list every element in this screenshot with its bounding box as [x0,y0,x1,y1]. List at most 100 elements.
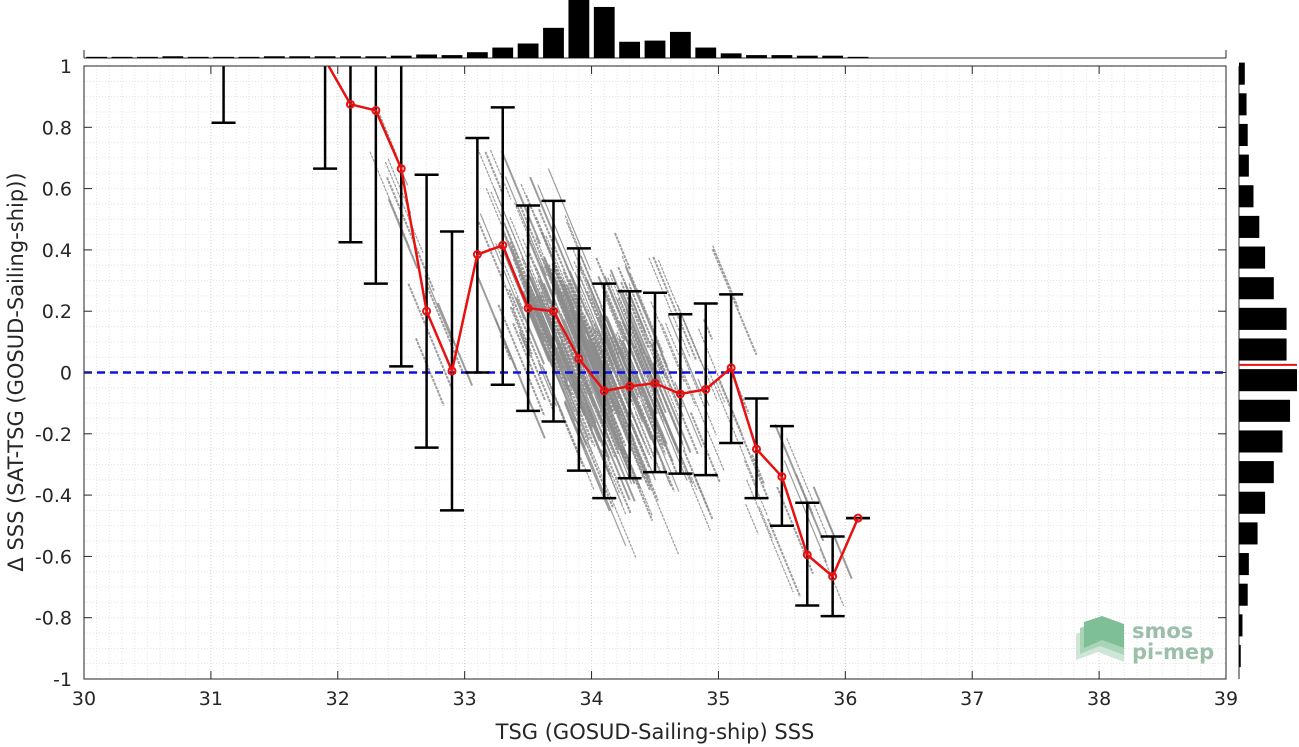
mean-marker [828,571,838,581]
scatter-streak [648,257,691,358]
scatter-streak [568,270,597,335]
scatter-streak [574,271,614,365]
top-histogram-bar [137,56,158,58]
scatter-streak [652,256,697,361]
right-histogram-bar [1239,307,1287,330]
scatter-streak [681,352,717,436]
mean-marker [802,550,812,560]
top-histogram-bar [86,56,108,58]
scatter-streak [702,319,714,340]
scatter-streak [667,315,703,397]
scatter-streak [596,381,625,446]
right-histogram-bar [1239,93,1247,116]
scatter-streak [535,237,577,335]
scatter-streak [526,234,558,307]
scatter-streak [553,264,598,370]
scatter-streak [751,454,766,485]
scatter-streak [545,235,575,304]
scatter-streak [634,371,645,394]
y-axis-title: Δ SSS (SAT-TSG (GOSUD-Sailing-ship)) [4,172,28,571]
right-histogram-bar [1239,338,1287,361]
right-histogram-bar [1239,62,1245,85]
top-histogram-bar [238,56,260,58]
scatter-streak [528,302,576,413]
scatter-streak [624,265,668,367]
y-tick-label: -0.4 [35,485,72,507]
y-tick-label: 0.6 [42,179,72,201]
mean-marker [650,378,660,388]
mean-marker [777,472,787,482]
scatter-streak [578,262,605,322]
scatter-streak [605,369,620,400]
y-tick-label: 0.2 [42,301,72,323]
scatter-streak [597,341,649,461]
top-histogram-bar [771,55,793,58]
scatter-streak [554,276,575,323]
logo-mark-icon [1076,616,1124,662]
top-histogram-bar [162,56,184,58]
x-axis-title: TSG (GOSUD-Sailing-ship) SSS [495,720,815,744]
y-tick-label: 0.8 [42,117,72,139]
scatter-streak [537,184,575,272]
scatter-streak [547,268,597,385]
scatter-streak [528,284,574,389]
scatter-streak [629,272,664,353]
scatter-streak [618,338,665,447]
right-histogram-bar [1239,277,1274,300]
mean-marker [701,384,711,394]
scatter-streak [635,397,655,439]
scatter-streak [626,377,667,472]
right-histogram-bar [1239,399,1291,422]
scatter-streak [649,410,678,474]
scatter-streak [562,293,598,374]
scatter-streak [541,364,561,409]
scatter-streak [597,275,626,341]
scatter-streak [584,441,614,508]
right-histogram-bar [1239,644,1241,668]
y-tick-label: 0 [60,363,72,385]
scatter-streak [583,314,600,350]
right-histogram-bar [1239,553,1249,576]
scatter-streak [592,345,610,384]
scatter-streak [424,275,454,343]
mean-marker [447,366,457,376]
right-histogram-bar [1239,614,1243,637]
top-histogram-bar [796,55,818,58]
y-tick-label: -0.2 [35,424,72,446]
mean-marker [523,303,533,313]
y-tick-label: -0.6 [35,546,72,568]
logo-text-pi-mep: pi-mep [1132,640,1214,664]
scatter-streak [711,248,758,356]
scatter-streak [653,375,684,444]
scatter-streak [563,401,611,512]
scatter-streak [648,381,677,446]
mean-marker [574,354,584,364]
mean-marker [625,381,635,391]
scatter-streak [500,150,542,245]
x-tick-label: 33 [453,688,477,710]
scatter-streak [825,515,838,545]
mean-marker [752,444,762,454]
top-histogram-bar [365,56,387,58]
top-histogram-bar [822,55,844,58]
top-histogram-bar [669,31,691,58]
right-histogram-bar [1239,369,1297,392]
scatter-streak [602,291,639,377]
scatter-streak [664,322,680,356]
scatter-streak [629,286,673,389]
scatter-streak [615,298,656,393]
scatter-streak [662,466,672,487]
scatter-streak [566,221,602,305]
top-histogram [83,0,1227,59]
scatter-streak [387,198,419,269]
scatter-streak [477,221,516,309]
scatter-streak [610,336,621,356]
mean-marker [853,513,863,523]
right-histogram-bar [1239,215,1260,238]
scatter-streak [508,289,543,369]
scatter-streak [758,506,773,539]
scatter-streak [620,368,644,419]
scatter-streak [563,381,590,441]
scatter-streak [783,460,828,563]
